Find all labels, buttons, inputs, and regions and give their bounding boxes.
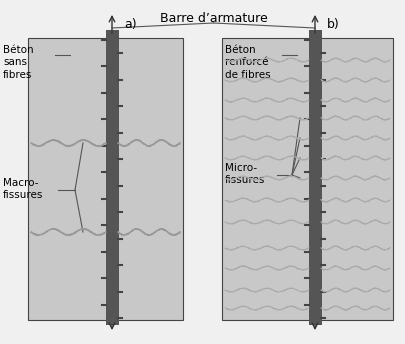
- Text: Béton
renforcé
de fibres: Béton renforcé de fibres: [225, 45, 271, 80]
- Text: Barre d’armature: Barre d’armature: [160, 12, 267, 25]
- Bar: [106, 30, 119, 325]
- Text: b): b): [327, 18, 340, 31]
- Text: Micro-
fissures: Micro- fissures: [225, 163, 265, 185]
- Bar: [222, 38, 393, 320]
- Text: Macro-
fissures: Macro- fissures: [3, 178, 43, 201]
- Bar: [309, 30, 322, 325]
- Bar: [28, 38, 183, 320]
- Text: Béton
sans
fibres: Béton sans fibres: [3, 45, 34, 80]
- Text: a): a): [124, 18, 136, 31]
